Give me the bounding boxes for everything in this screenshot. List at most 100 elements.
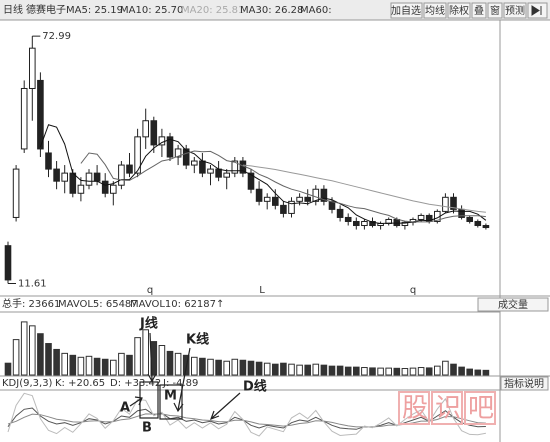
candle-body (247, 172, 255, 190)
volume-bar (77, 356, 85, 376)
volume-bar (93, 357, 101, 376)
volume-bar (85, 355, 93, 376)
candle-body (142, 120, 149, 138)
candle-body (61, 172, 69, 182)
period: 日线 (3, 3, 23, 16)
candle-body (20, 87, 28, 150)
button-label[interactable]: 预测 (505, 4, 525, 17)
candle-body (401, 221, 409, 227)
candle-body (174, 148, 182, 158)
volume-bar (336, 365, 344, 376)
volume-bar (118, 352, 125, 376)
volume-bar (69, 354, 77, 376)
candle-body (45, 152, 52, 170)
candle-body (166, 136, 174, 158)
candle-body (207, 168, 214, 174)
volume-bar (12, 339, 20, 376)
button-label[interactable]: 均线 (425, 4, 445, 17)
end-icon[interactable] (531, 5, 542, 16)
volume-header: 总手: 23661 (2, 297, 60, 310)
ma-label: MA10: 25.70 (120, 5, 183, 16)
watermark: 股识吧 (398, 391, 496, 425)
candle-body (53, 168, 60, 182)
indicator-select[interactable] (477, 297, 549, 312)
volume-header: MAVOL5: 65487 (58, 299, 138, 310)
button[interactable] (503, 2, 527, 19)
button[interactable] (447, 2, 471, 19)
button-label[interactable]: 叠 (474, 5, 484, 17)
candle-body (288, 200, 295, 214)
volume-bar (409, 367, 417, 376)
annotation: K线 (186, 332, 209, 348)
volume-bar (134, 337, 141, 376)
button-label[interactable]: 加自选 (391, 4, 421, 17)
candle-body (312, 188, 320, 202)
ma-label: MA20: 25.81 (181, 5, 244, 16)
candle-body (134, 136, 141, 174)
candle-body (231, 160, 239, 174)
volume-bar (377, 367, 384, 376)
kdj-header: KDJ(9,3,3) (2, 378, 53, 389)
volume-bar (288, 363, 295, 376)
annotation: A (120, 401, 130, 416)
candle-body (304, 196, 311, 202)
volume-bar (361, 367, 368, 376)
candle-body (191, 160, 198, 166)
kdj-header: K: +20.65 (55, 378, 105, 389)
button-label[interactable]: 窗 (490, 4, 500, 17)
volume-bar (328, 365, 336, 376)
ma-label: MA5: 25.19 (66, 5, 123, 16)
volume-bar (215, 359, 222, 376)
volume-bar (223, 360, 230, 376)
box (159, 384, 183, 420)
volume-bar (158, 345, 166, 376)
volume-bar (458, 366, 465, 376)
button[interactable] (471, 2, 487, 19)
candle-body (69, 172, 77, 194)
volume-bar (369, 367, 376, 376)
candle-body (272, 196, 279, 206)
candle-body (85, 172, 93, 186)
candle-body (110, 184, 117, 194)
volume-bar (482, 369, 490, 376)
volume-bar (255, 361, 263, 376)
candle-body (255, 188, 263, 202)
min-label: 11.61 (18, 279, 47, 290)
candle-body (77, 184, 85, 194)
volume-bar (466, 368, 473, 376)
candle-body (93, 172, 101, 182)
arrow (129, 396, 143, 407)
volume-bar (393, 367, 401, 376)
volume-bar (53, 348, 60, 376)
indicator-help[interactable] (500, 376, 549, 391)
indicator-select-label[interactable]: 成交量 (498, 298, 528, 311)
button-label[interactable]: 除权 (449, 4, 469, 17)
volume-bar (320, 364, 328, 376)
annotation: J线 (139, 316, 158, 332)
candle-body (361, 220, 368, 227)
indicator-help-label[interactable]: 指标说明 (504, 377, 544, 390)
volume-bar (296, 364, 303, 376)
candle-body (182, 148, 190, 166)
button[interactable] (390, 2, 423, 19)
stock-name: 德赛电子 (26, 3, 66, 16)
arrow (147, 332, 157, 383)
volume-bar (29, 325, 36, 376)
kdj-line (7, 407, 486, 430)
kdj-line (7, 392, 486, 437)
button[interactable] (487, 2, 503, 19)
volume-bar (344, 366, 352, 376)
volume-bar (280, 362, 287, 376)
volume-bar (207, 358, 214, 376)
button[interactable] (423, 2, 447, 19)
volume-header: MAVOL10: 62187↑ (130, 299, 224, 310)
candle-body (450, 196, 457, 210)
candle-body (215, 168, 222, 178)
volume-bar (101, 358, 109, 376)
candle-body (344, 216, 352, 222)
candle-body (12, 168, 20, 218)
candle-body (101, 180, 109, 194)
volume-bar (425, 367, 433, 376)
annotation: D线 (243, 379, 267, 395)
